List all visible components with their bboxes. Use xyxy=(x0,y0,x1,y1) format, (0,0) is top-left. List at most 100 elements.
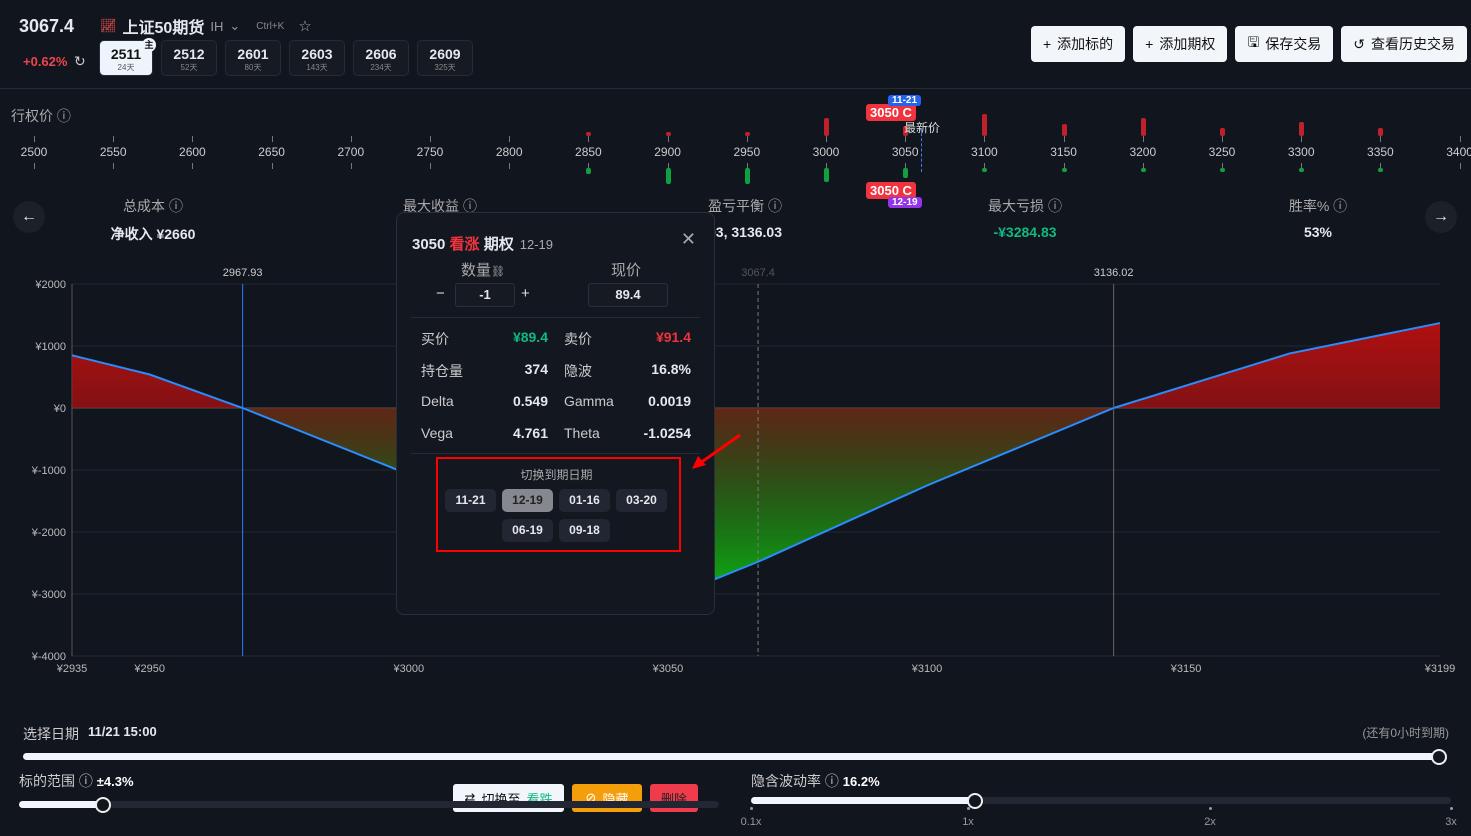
stat-label: 盈亏平衡 ⓘ xyxy=(708,198,782,214)
tick xyxy=(1063,136,1065,142)
stat-label: 胜率% ⓘ xyxy=(1288,198,1348,214)
call-volume-bar xyxy=(1220,128,1225,136)
prev-arrow-button[interactable]: ← xyxy=(13,201,45,233)
chevron-down-icon: ⌄ xyxy=(229,18,241,33)
iv-tick-label: 1x xyxy=(962,816,974,828)
strike-tick-label[interactable]: 3200 xyxy=(1129,145,1157,159)
stat-label: 总成本 ⓘ xyxy=(123,198,183,214)
value: 0.0019 xyxy=(648,393,691,409)
chart-icon: 📈︎ xyxy=(100,18,117,33)
tick xyxy=(350,136,352,142)
annotation-arrow-icon xyxy=(692,433,741,469)
star-icon[interactable]: ☆ xyxy=(298,18,312,35)
strike-tick-label[interactable]: 3150 xyxy=(1050,145,1077,159)
expiry-date-option[interactable]: 11-21 xyxy=(445,489,496,512)
tick xyxy=(509,163,511,169)
strike-tick-label[interactable]: 3350 xyxy=(1367,145,1394,159)
y-tick-label: ¥2000 xyxy=(34,279,66,291)
month-tab-2609[interactable]: 2609 325天 xyxy=(417,40,473,76)
month-tab-2601[interactable]: 2601 80天 xyxy=(225,40,281,76)
expiry-date-option[interactable]: 12-19 xyxy=(502,489,553,512)
range-slider-handle[interactable] xyxy=(95,797,111,813)
history-button[interactable]: ↺ 查看历史交易 xyxy=(1341,26,1467,62)
shortcut-hint: Ctrl+K xyxy=(256,20,285,32)
toolbar: + 添加标的 + 添加期权 🖫 保存交易 ↺ 查看历史交易 xyxy=(1030,26,1467,62)
days-to-expiry: 80天 xyxy=(244,63,262,72)
leg-tag-top[interactable]: 3050 C xyxy=(866,104,916,121)
strike-tick-label[interactable]: 3400 xyxy=(1446,145,1471,159)
refresh-icon[interactable]: ↻ xyxy=(74,53,86,69)
strike-tick-label[interactable]: 3250 xyxy=(1208,145,1236,159)
tick xyxy=(1459,136,1461,142)
strike-tick-label[interactable]: 3300 xyxy=(1287,145,1315,159)
add-underlying-button[interactable]: + 添加标的 xyxy=(1030,26,1126,62)
strike-tick-label[interactable]: 2550 xyxy=(99,145,127,159)
stat-value: 净收入 ¥2660 xyxy=(110,226,196,242)
eye-off-icon: ⊘ xyxy=(585,790,597,805)
x-tick-label: ¥2935 xyxy=(56,663,88,675)
underlying-price: 3067.4 xyxy=(19,16,75,36)
tick xyxy=(826,136,827,142)
month-tab-2512[interactable]: 2512 52天 xyxy=(161,40,217,76)
label: Delta xyxy=(421,393,454,409)
month-code: 2603 xyxy=(301,46,333,62)
expiry-date-option[interactable]: 01-16 xyxy=(559,489,610,512)
decrement-button[interactable]: − xyxy=(436,285,445,302)
days-to-expiry: 325天 xyxy=(434,63,456,72)
days-to-expiry: 24天 xyxy=(117,63,135,72)
x-tick-label: ¥2950 xyxy=(133,663,165,675)
month-tab-2603[interactable]: 2603 143天 xyxy=(289,40,345,76)
label: Gamma xyxy=(564,393,614,409)
iv-slider[interactable] xyxy=(751,797,1451,804)
strike-tick-label[interactable]: 2500 xyxy=(20,145,48,159)
date-slider-handle[interactable] xyxy=(1431,749,1447,765)
tick xyxy=(1142,136,1144,142)
put-volume-bar xyxy=(744,168,750,184)
strike-tick-label[interactable]: 2900 xyxy=(654,145,681,159)
info-icon: ⓘ xyxy=(462,198,477,214)
stat-value: 93, 3136.03 xyxy=(708,224,782,240)
strike-tick-label[interactable]: 2750 xyxy=(416,145,444,159)
iv-slider-handle[interactable] xyxy=(967,793,983,809)
strike-tick-label[interactable]: 2600 xyxy=(179,145,206,159)
quantity-input[interactable]: -1 xyxy=(455,283,515,307)
greek-row: Vega 4.761 Theta -1.0254 xyxy=(421,425,691,441)
tick xyxy=(113,136,115,142)
expiry-date-option[interactable]: 09-18 xyxy=(559,519,610,542)
month-tab-2606[interactable]: 2606 234天 xyxy=(353,40,409,76)
expiry-date-option[interactable]: 03-20 xyxy=(616,489,667,512)
instrument-selector[interactable]: 📈︎ 上证50期货 IH ⌄ Ctrl+K ☆ xyxy=(100,14,312,38)
strike-tick-label[interactable]: 2700 xyxy=(337,145,365,159)
month-code: 2511 xyxy=(110,46,142,62)
put-volume-bar xyxy=(982,168,988,172)
strike-tick-label[interactable]: 2650 xyxy=(258,145,285,159)
iv-tick-dot xyxy=(1450,807,1453,810)
strike-tick-label[interactable]: 2850 xyxy=(575,145,602,159)
expiry-date-option[interactable]: 06-19 xyxy=(502,519,553,542)
save-trade-button[interactable]: 🖫 保存交易 xyxy=(1235,26,1334,62)
strike-tick-label[interactable]: 3000 xyxy=(812,145,840,159)
close-icon[interactable]: ✕ xyxy=(680,229,696,249)
tick xyxy=(588,136,590,142)
label: 持仓量 xyxy=(421,363,463,379)
strike-tick-label[interactable]: 3100 xyxy=(971,145,998,159)
strike-tick-label[interactable]: 2800 xyxy=(495,145,523,159)
value: -1.0254 xyxy=(643,425,691,441)
increment-button[interactable]: + xyxy=(521,285,530,302)
date-slider[interactable] xyxy=(23,753,1439,760)
value: 4.761 xyxy=(512,425,548,441)
leg-tag-bottom[interactable]: 3050 C xyxy=(866,182,916,199)
add-option-button[interactable]: + 添加期权 xyxy=(1133,26,1228,62)
label: 卖价 xyxy=(564,331,592,347)
iv-tick-label: 3x xyxy=(1445,816,1457,828)
strike-tick-label[interactable]: 3050 xyxy=(891,145,919,159)
month-tab-2511[interactable]: 2511 24天 主 xyxy=(99,38,156,76)
next-arrow-button[interactable]: → xyxy=(1425,201,1457,233)
price-input[interactable]: 89.4 xyxy=(588,283,668,307)
range-slider[interactable] xyxy=(19,801,719,808)
quantity-label: 数量⛓ xyxy=(461,262,505,279)
strike-tick-label[interactable]: 2950 xyxy=(733,145,761,159)
x-tick-label: ¥3100 xyxy=(911,663,943,675)
put-volume-bar xyxy=(903,168,909,178)
iv-tick-dot xyxy=(1209,807,1212,810)
